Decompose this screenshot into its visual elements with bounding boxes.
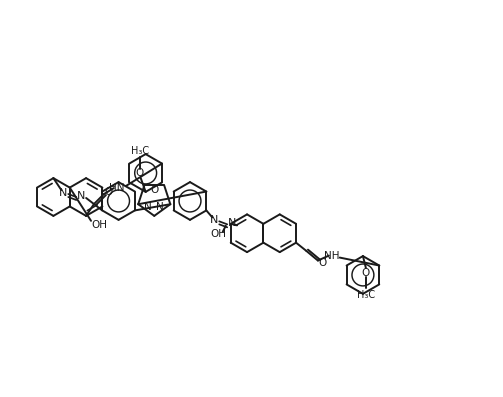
Text: O: O [136,168,144,178]
Text: H₃C: H₃C [131,146,149,156]
Text: N: N [156,202,164,212]
Text: NH: NH [324,251,340,260]
Text: N: N [77,191,86,201]
Text: O: O [319,258,327,268]
Text: O: O [105,187,113,197]
Text: O: O [150,185,158,195]
Text: O: O [362,268,370,278]
Text: N: N [59,188,67,198]
Text: N: N [228,218,236,228]
Text: OH: OH [211,229,227,239]
Text: N: N [144,202,152,212]
Text: N: N [210,215,218,225]
Text: OH: OH [91,220,107,230]
Text: H₃C: H₃C [357,290,375,300]
Text: HN: HN [109,183,125,193]
